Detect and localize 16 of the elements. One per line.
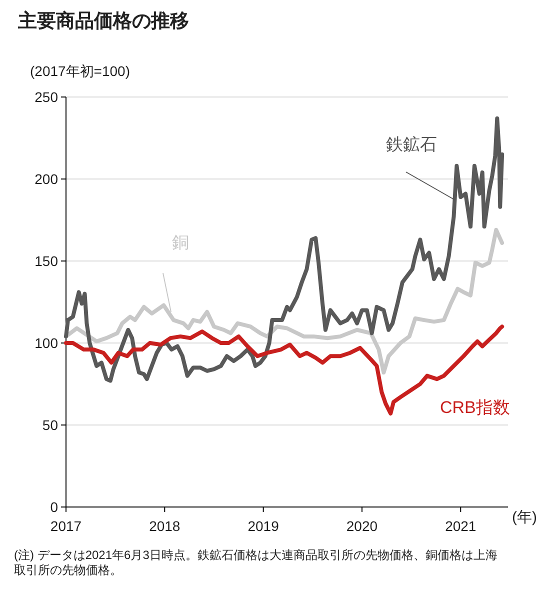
- x-tick-label: 2019: [248, 518, 280, 534]
- y-tick-label: 200: [34, 171, 58, 187]
- text: (注) データは2021年6月3日時点。鉄鉱石価格は大連商品取引所の先物価格、銅価格は上海取引所の先物価格。: [14, 548, 498, 578]
- y-tick-label: 50: [42, 417, 58, 433]
- x-tick-label: 2018: [149, 518, 180, 534]
- y-tick-label: 250: [34, 89, 58, 105]
- x-tick-label: 2020: [346, 518, 378, 534]
- y-tick-label: 150: [34, 253, 58, 269]
- y-tick-label: 100: [34, 335, 58, 351]
- title: 主要商品価格の推移: [18, 10, 189, 34]
- y-tick-label: 0: [50, 499, 58, 515]
- x-tick-label: 2021: [445, 518, 476, 534]
- xlabel: (年): [512, 509, 537, 526]
- ylabel: (2017年初=100): [30, 63, 130, 79]
- series-label: 鉄鉱石: [386, 135, 437, 154]
- x-tick-label: 2017: [50, 518, 82, 534]
